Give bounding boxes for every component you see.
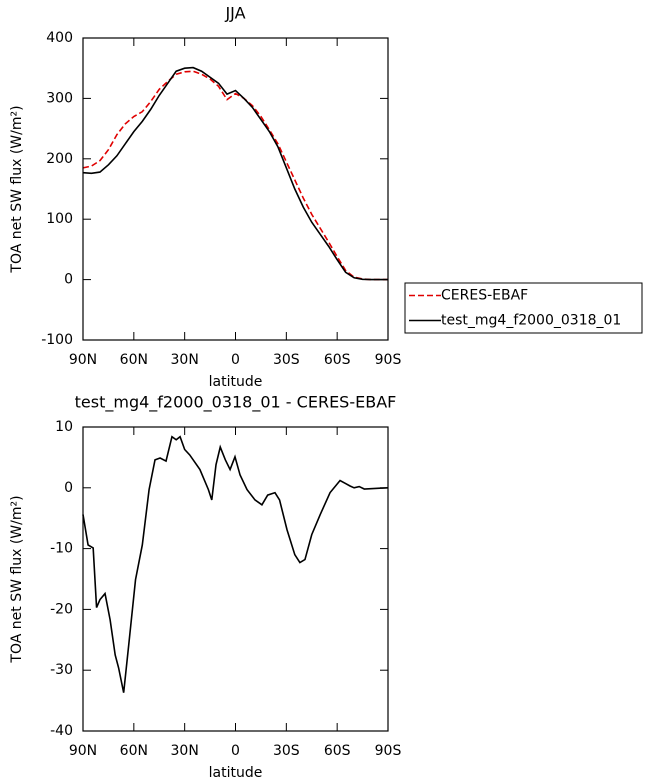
- x-tick-label: 30S: [273, 743, 300, 759]
- legend-label: CERES-EBAF: [441, 288, 528, 304]
- y-tick-label: 300: [46, 90, 73, 106]
- y-tick-label: 400: [46, 30, 73, 46]
- x-axis-label: latitude: [209, 374, 263, 390]
- y-tick-label: -10: [50, 541, 73, 557]
- x-tick-label: 90S: [375, 743, 402, 759]
- data-line: [82, 66, 388, 281]
- y-axis-label: TOA net SW flux (W/m²): [9, 105, 25, 273]
- y-tick-label: -20: [50, 601, 73, 617]
- x-tick-label: 60N: [120, 743, 148, 759]
- y-tick-label: -40: [50, 723, 73, 739]
- x-tick-label: 0: [231, 743, 240, 759]
- y-axis-label: TOA net SW flux (W/m²): [9, 495, 25, 663]
- chart-title: JJA: [224, 4, 245, 23]
- x-tick-label: 90N: [69, 352, 97, 368]
- x-tick-label: 0: [231, 352, 240, 368]
- y-tick-label: -100: [41, 332, 73, 348]
- chart-title: test_mg4_f2000_0318_01 - CERES-EBAF: [75, 393, 397, 413]
- y-tick-label: 100: [46, 211, 73, 227]
- plot-frame: [82, 426, 389, 732]
- chart: test_mg4_f2000_0318_01 - CERES-EBAF latit…: [9, 393, 401, 782]
- x-tick-label: 30N: [171, 743, 199, 759]
- plot-frame: [82, 37, 389, 341]
- legend-box: [404, 282, 643, 334]
- legend-label: test_mg4_f2000_0318_01: [441, 313, 621, 329]
- y-tick-label: 200: [46, 151, 73, 167]
- x-tick-label: 90S: [375, 352, 402, 368]
- x-tick-label: 60N: [120, 352, 148, 368]
- x-tick-label: 30N: [171, 352, 199, 368]
- x-tick-label: 30S: [273, 352, 300, 368]
- x-tick-label: 90N: [69, 743, 97, 759]
- data-line: [82, 70, 388, 281]
- x-tick-label: 60S: [324, 352, 351, 368]
- y-tick-label: 10: [55, 419, 73, 435]
- x-axis-label: latitude: [209, 765, 263, 781]
- data-line: [82, 435, 389, 693]
- x-tick-label: 60S: [324, 743, 351, 759]
- chart: JJA latitude TOA net SW flux (W/m²) 90N 60N 3…: [9, 4, 643, 390]
- y-tick-label: 0: [64, 272, 73, 288]
- y-tick-label: 0: [64, 480, 73, 496]
- y-tick-label: -30: [50, 662, 73, 678]
